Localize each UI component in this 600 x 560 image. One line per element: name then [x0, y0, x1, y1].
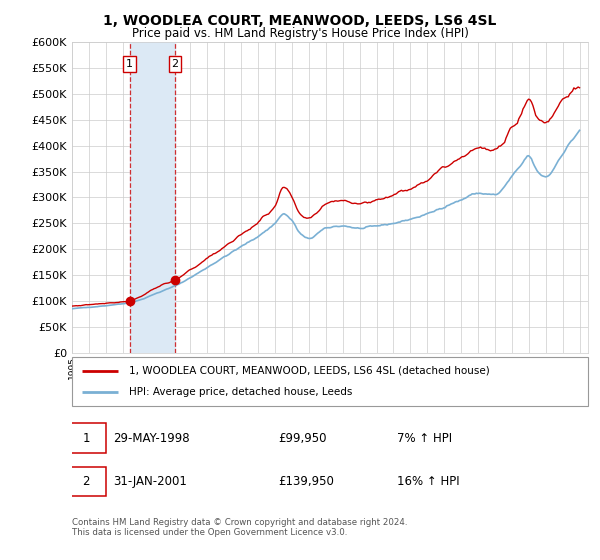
Bar [130, 42, 175, 353]
FancyBboxPatch shape [67, 466, 106, 496]
Text: 1: 1 [126, 59, 133, 69]
Text: HPI: Average price, detached house, Leeds: HPI: Average price, detached house, Leed… [129, 387, 352, 397]
Text: 31-JAN-2001: 31-JAN-2001 [113, 475, 187, 488]
FancyBboxPatch shape [67, 423, 106, 453]
Text: 2: 2 [82, 475, 89, 488]
Text: 1: 1 [82, 432, 89, 445]
Text: 29-MAY-1998: 29-MAY-1998 [113, 432, 190, 445]
Text: 1, WOODLEA COURT, MEANWOOD, LEEDS, LS6 4SL (detached house): 1, WOODLEA COURT, MEANWOOD, LEEDS, LS6 4… [129, 366, 490, 376]
Text: Price paid vs. HM Land Registry's House Price Index (HPI): Price paid vs. HM Land Registry's House … [131, 27, 469, 40]
Text: 1, WOODLEA COURT, MEANWOOD, LEEDS, LS6 4SL: 1, WOODLEA COURT, MEANWOOD, LEEDS, LS6 4… [103, 14, 497, 28]
FancyBboxPatch shape [72, 357, 588, 406]
Text: 16% ↑ HPI: 16% ↑ HPI [397, 475, 460, 488]
Text: 2: 2 [171, 59, 178, 69]
Text: Contains HM Land Registry data © Crown copyright and database right 2024.
This d: Contains HM Land Registry data © Crown c… [72, 518, 407, 538]
Text: £99,950: £99,950 [278, 432, 327, 445]
Text: £139,950: £139,950 [278, 475, 334, 488]
Text: 7% ↑ HPI: 7% ↑ HPI [397, 432, 452, 445]
